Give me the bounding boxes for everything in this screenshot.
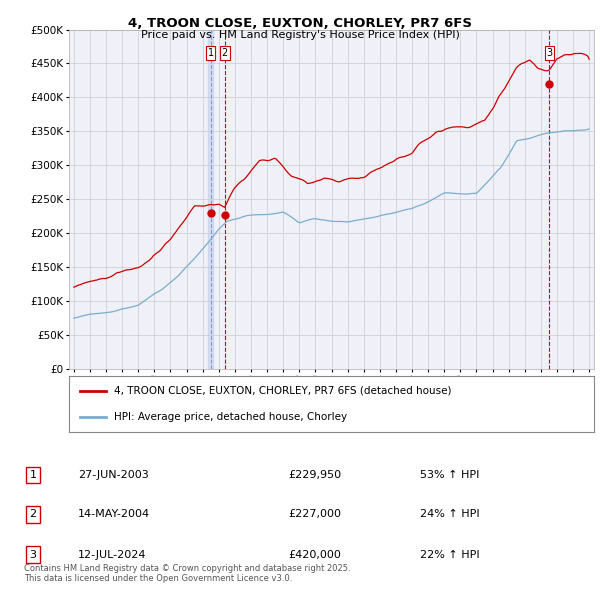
Text: 1: 1 <box>208 48 214 58</box>
Text: 2: 2 <box>221 48 228 58</box>
Text: 22% ↑ HPI: 22% ↑ HPI <box>420 550 479 559</box>
Text: HPI: Average price, detached house, Chorley: HPI: Average price, detached house, Chor… <box>113 412 347 422</box>
Text: 14-MAY-2004: 14-MAY-2004 <box>78 510 150 519</box>
Text: 2: 2 <box>29 510 37 519</box>
Text: Contains HM Land Registry data © Crown copyright and database right 2025.
This d: Contains HM Land Registry data © Crown c… <box>24 563 350 583</box>
Text: 4, TROON CLOSE, EUXTON, CHORLEY, PR7 6FS (detached house): 4, TROON CLOSE, EUXTON, CHORLEY, PR7 6FS… <box>113 386 451 396</box>
Text: 12-JUL-2024: 12-JUL-2024 <box>78 550 146 559</box>
Text: 53% ↑ HPI: 53% ↑ HPI <box>420 470 479 480</box>
Text: £229,950: £229,950 <box>288 470 341 480</box>
Text: 3: 3 <box>547 48 553 58</box>
Bar <box>208 30 213 369</box>
Text: Price paid vs. HM Land Registry's House Price Index (HPI): Price paid vs. HM Land Registry's House … <box>140 30 460 40</box>
Text: 4, TROON CLOSE, EUXTON, CHORLEY, PR7 6FS: 4, TROON CLOSE, EUXTON, CHORLEY, PR7 6FS <box>128 17 472 30</box>
Text: 27-JUN-2003: 27-JUN-2003 <box>78 470 149 480</box>
Text: £227,000: £227,000 <box>288 510 341 519</box>
Text: 1: 1 <box>29 470 37 480</box>
Text: £420,000: £420,000 <box>288 550 341 559</box>
Text: 3: 3 <box>29 550 37 559</box>
Text: 24% ↑ HPI: 24% ↑ HPI <box>420 510 479 519</box>
